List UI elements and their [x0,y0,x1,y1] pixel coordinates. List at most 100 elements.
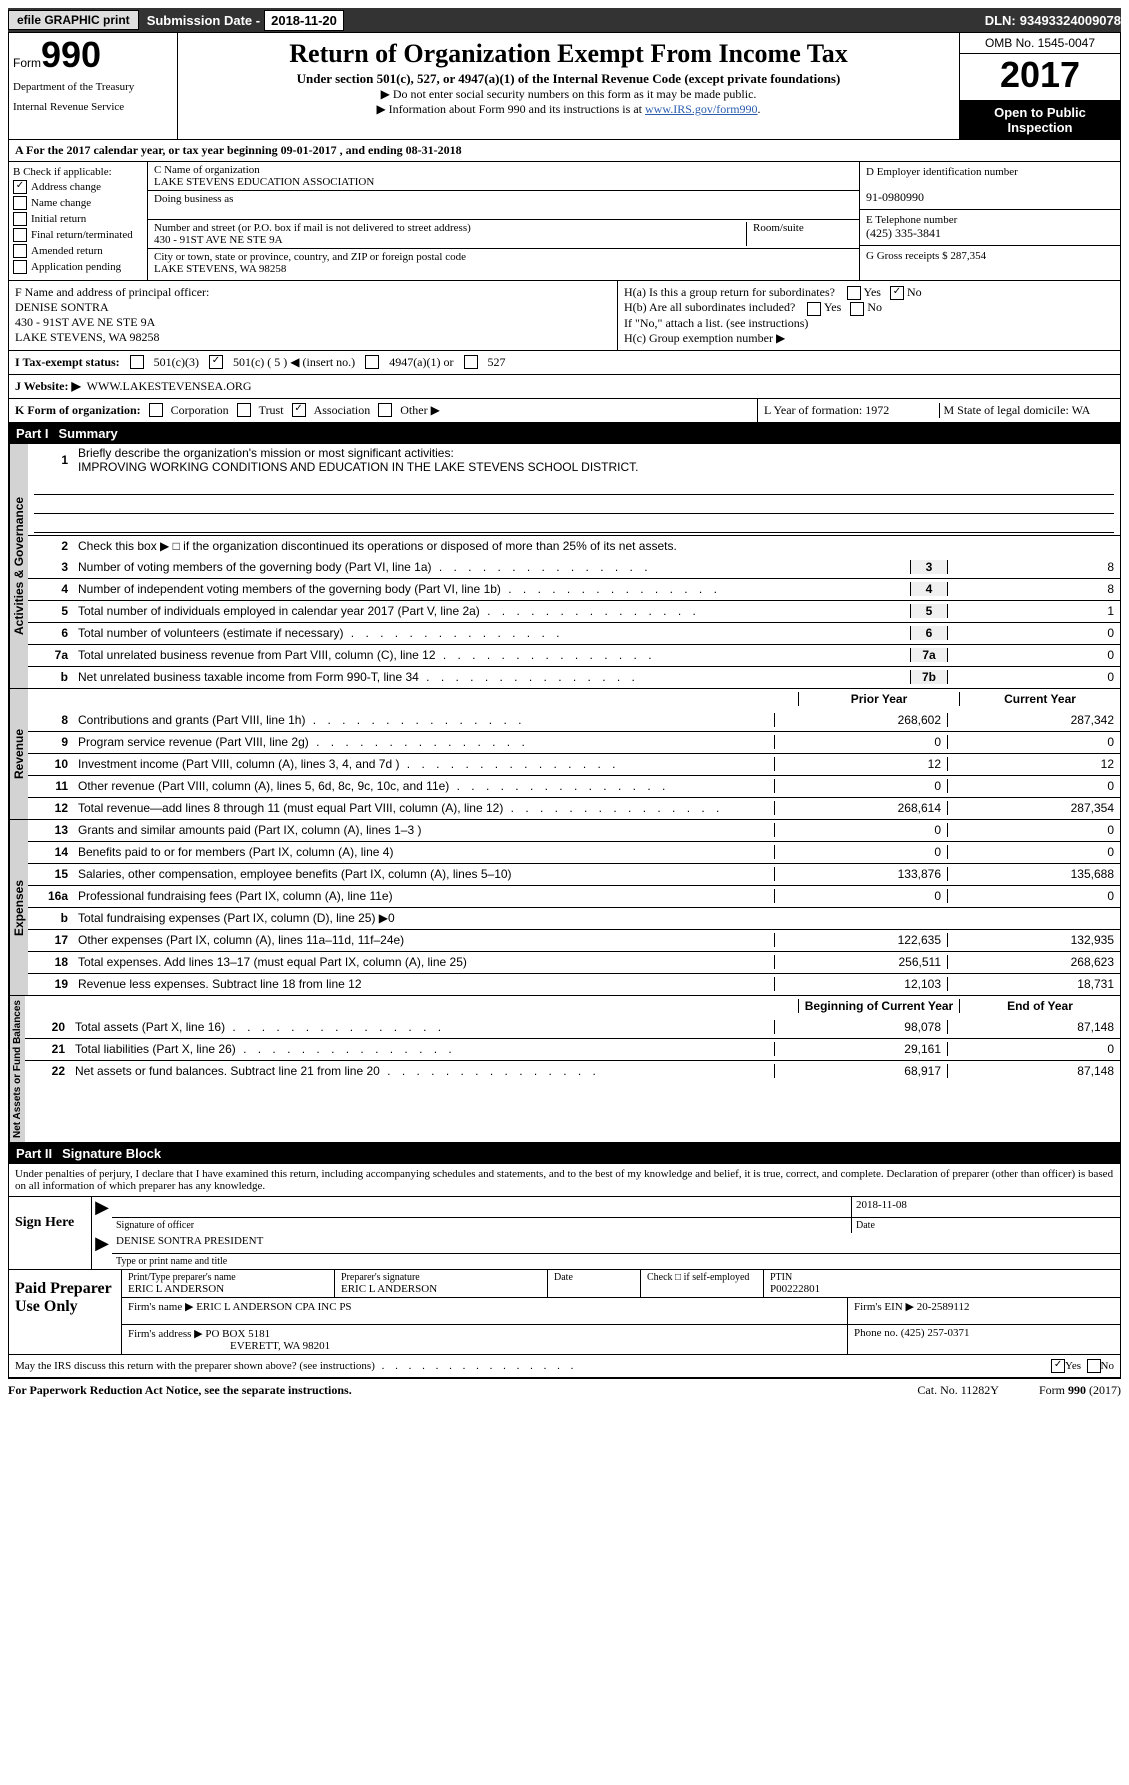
form-note-info: ▶ Information about Form 990 and its ins… [182,102,955,117]
table-row: 4Number of independent voting members of… [28,578,1120,600]
table-row: 15Salaries, other compensation, employee… [28,863,1120,885]
box-b-applicable: B Check if applicable: ✓Address change N… [9,162,148,280]
527-checkbox[interactable] [464,355,478,369]
officer-signature[interactable] [112,1197,851,1218]
mission: IMPROVING WORKING CONDITIONS AND EDUCATI… [78,460,639,474]
top-bar: efile GRAPHIC print Submission Date - 20… [8,8,1121,32]
table-row: 6Total number of volunteers (estimate if… [28,622,1120,644]
table-row: 8Contributions and grants (Part VIII, li… [28,710,1120,731]
table-row: 14Benefits paid to or for members (Part … [28,841,1120,863]
gross-receipts: 287,354 [950,250,986,262]
table-row: 9Program service revenue (Part VIII, lin… [28,731,1120,753]
org-name: LAKE STEVENS EDUCATION ASSOCIATION [154,176,374,188]
box-h-group: H(a) Is this a group return for subordin… [618,281,1120,350]
table-row: bTotal fundraising expenses (Part IX, co… [28,907,1120,929]
org-city: LAKE STEVENS, WA 98258 [154,263,286,275]
501c3-checkbox[interactable] [130,355,144,369]
form-header: Form990 Department of the Treasury Inter… [8,32,1121,140]
address-change-checkbox[interactable]: ✓ [13,180,27,194]
trust-checkbox[interactable] [237,403,251,417]
table-row: 11Other revenue (Part VIII, column (A), … [28,775,1120,797]
final-return-checkbox[interactable] [13,228,27,242]
dln-value: 93493324009078 [1020,13,1121,28]
table-row: 7aTotal unrelated business revenue from … [28,644,1120,666]
group-yes-checkbox[interactable] [847,286,861,300]
net-label: Net Assets or Fund Balances [9,996,25,1142]
footer-form: Form 990 (2017) [1039,1383,1121,1398]
corp-checkbox[interactable] [149,403,163,417]
initial-return-checkbox[interactable] [13,212,27,226]
table-row: 17Other expenses (Part IX, column (A), l… [28,929,1120,951]
ein: 91-0980990 [866,190,924,204]
assoc-checkbox[interactable]: ✓ [292,403,306,417]
table-row: 22Net assets or fund balances. Subtract … [25,1060,1120,1082]
footer-catno: Cat. No. 11282Y [917,1383,999,1398]
preparer-name: ERIC L ANDERSON [128,1283,328,1295]
part-1-header: Part ISummary [8,423,1121,444]
efile-print-button[interactable]: efile GRAPHIC print [8,10,139,30]
perjury-declaration: Under penalties of perjury, I declare th… [8,1164,1121,1197]
table-row: 16aProfessional fundraising fees (Part I… [28,885,1120,907]
omb-number: OMB No. 1545-0047 [960,33,1120,54]
table-row: 3Number of voting members of the governi… [28,557,1120,578]
line-k-form: K Form of organization: Corporation Trus… [9,399,757,422]
ptin: P00222801 [770,1283,1114,1295]
table-row: 18Total expenses. Add lines 13–17 (must … [28,951,1120,973]
submission-date-label: Submission Date - [147,13,260,28]
line-j-website: J Website: ▶ WWW.LAKESTEVENSEA.ORG [8,375,1121,399]
telephone: (425) 335-3841 [866,226,941,240]
other-checkbox[interactable] [378,403,392,417]
form-subtitle: Under section 501(c), 527, or 4947(a)(1)… [182,71,955,87]
table-row: bNet unrelated business taxable income f… [28,666,1120,688]
firm-phone: (425) 257-0371 [901,1327,970,1339]
website-value: WWW.LAKESTEVENSEA.ORG [87,379,252,394]
submission-date: 2018-11-20 [264,10,344,31]
table-row: 19Revenue less expenses. Subtract line 1… [28,973,1120,995]
expenses-label: Expenses [9,820,28,995]
subs-no-checkbox[interactable] [850,302,864,316]
line-m-state: M State of legal domicile: WA [940,403,1115,418]
open-public-badge: Open to Public Inspection [960,101,1120,139]
self-employed-check[interactable]: Check □ if self-employed [641,1270,764,1297]
amended-return-checkbox[interactable] [13,244,27,258]
501c-checkbox[interactable]: ✓ [209,355,223,369]
form-number: Form990 [13,37,173,73]
table-row: 13Grants and similar amounts paid (Part … [28,820,1120,841]
form-note-ssn: ▶ Do not enter social security numbers o… [182,87,955,102]
org-street: 430 - 91ST AVE NE STE 9A [154,234,283,246]
discuss-yes-checkbox[interactable]: ✓ [1051,1359,1065,1373]
table-row: 10Investment income (Part VIII, column (… [28,753,1120,775]
discuss-no-checkbox[interactable] [1087,1359,1101,1373]
dept-irs: Internal Revenue Service [13,101,173,113]
line-l-year: L Year of formation: 1972 [764,403,940,418]
group-no-checkbox[interactable]: ✓ [890,286,904,300]
name-change-checkbox[interactable] [13,196,27,210]
firm-address: PO BOX 5181 [205,1328,270,1340]
table-row: 20Total assets (Part X, line 16)98,07887… [25,1017,1120,1038]
4947-checkbox[interactable] [365,355,379,369]
tax-year: 2017 [960,54,1120,101]
application-pending-checkbox[interactable] [13,260,27,274]
dept-treasury: Department of the Treasury [13,81,173,93]
form-title: Return of Organization Exempt From Incom… [182,39,955,69]
irs-link[interactable]: www.IRS.gov/form990 [645,102,758,116]
preparer-sig: ERIC L ANDERSON [341,1283,541,1295]
firm-name: ERIC L ANDERSON CPA INC PS [196,1301,351,1313]
table-row: 5Total number of individuals employed in… [28,600,1120,622]
revenue-label: Revenue [9,689,28,819]
footer-paperwork: For Paperwork Reduction Act Notice, see … [8,1383,352,1398]
line-i-tax-status: I Tax-exempt status: 501(c)(3) ✓501(c) (… [8,351,1121,375]
box-f-officer: F Name and address of principal officer:… [9,281,618,350]
paid-preparer-label: Paid Preparer Use Only [9,1270,122,1354]
sign-here-label: Sign Here [9,1197,92,1269]
table-row: 12Total revenue—add lines 8 through 11 (… [28,797,1120,819]
subs-yes-checkbox[interactable] [807,302,821,316]
part-2-header: Part IISignature Block [8,1143,1121,1164]
table-row: 21Total liabilities (Part X, line 26)29,… [25,1038,1120,1060]
firm-ein: 20-2589112 [917,1301,970,1313]
gov-label: Activities & Governance [9,444,28,688]
dln-label: DLN: [985,13,1016,28]
row-a-tax-year: A For the 2017 calendar year, or tax yea… [8,140,1121,162]
sign-date: 2018-11-08 [851,1197,1120,1218]
officer-name: DENISE SONTRA PRESIDENT [112,1233,1120,1254]
